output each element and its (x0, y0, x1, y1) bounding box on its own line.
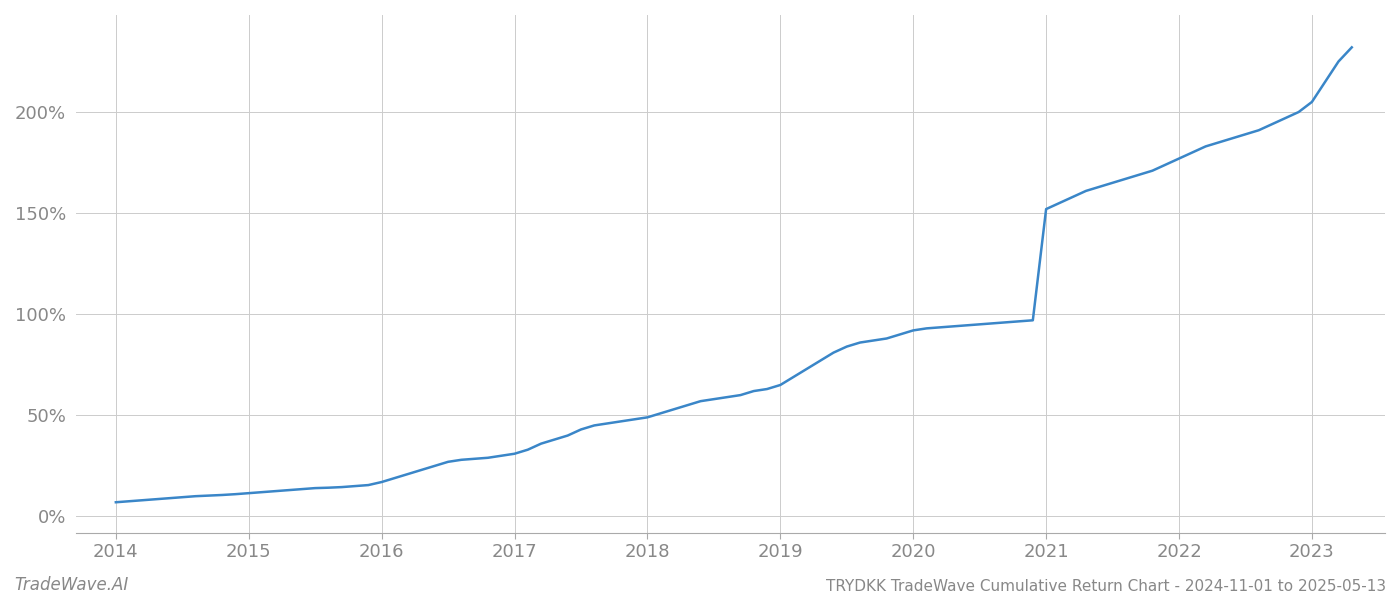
Text: TradeWave.AI: TradeWave.AI (14, 576, 129, 594)
Text: TRYDKK TradeWave Cumulative Return Chart - 2024-11-01 to 2025-05-13: TRYDKK TradeWave Cumulative Return Chart… (826, 579, 1386, 594)
